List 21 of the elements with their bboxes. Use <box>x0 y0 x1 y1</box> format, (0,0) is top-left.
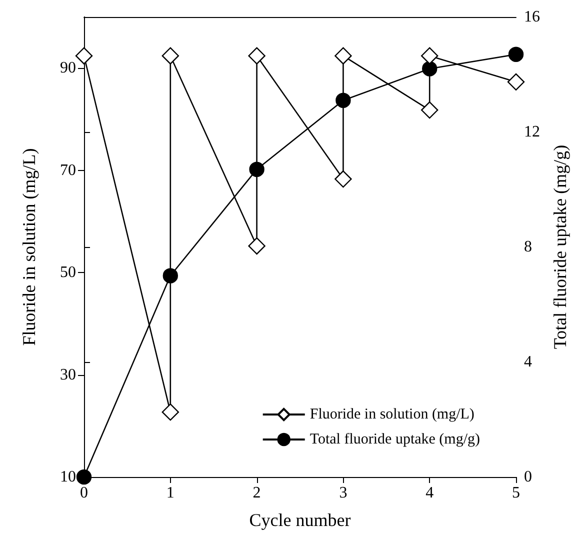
y2-tick-label: 0 <box>524 468 532 486</box>
legend-label: Total fluoride uptake (mg/g) <box>310 432 480 448</box>
x-tick-label: 5 <box>512 484 520 502</box>
x-axis-title: Cycle number <box>249 510 351 530</box>
y2-axis-title: Total fluoride uptake (mg/g) <box>550 144 570 350</box>
y2-tick-label: 4 <box>524 354 532 370</box>
y2-tick-label: 12 <box>524 124 540 140</box>
y2-tick-label: 8 <box>524 238 532 256</box>
y-tick-label: 50 <box>60 264 76 282</box>
x-tick-label: 0 <box>80 484 88 502</box>
y2-tick-label: 16 <box>524 8 540 26</box>
legend-label: Fluoride in solution (mg/L) <box>310 406 474 422</box>
x-tick-label: 4 <box>426 484 434 502</box>
y-tick-label: 30 <box>60 366 76 384</box>
y-tick-label: 70 <box>60 162 76 179</box>
y-tick-label: 10 <box>60 468 76 486</box>
y-tick-label: 90 <box>60 60 76 77</box>
y-axis-title: Fluoride in solution (mg/L) <box>19 148 39 346</box>
x-tick-label: 1 <box>166 484 174 502</box>
x-tick-label: 3 <box>339 484 348 502</box>
x-tick-label: 2 <box>252 484 261 502</box>
